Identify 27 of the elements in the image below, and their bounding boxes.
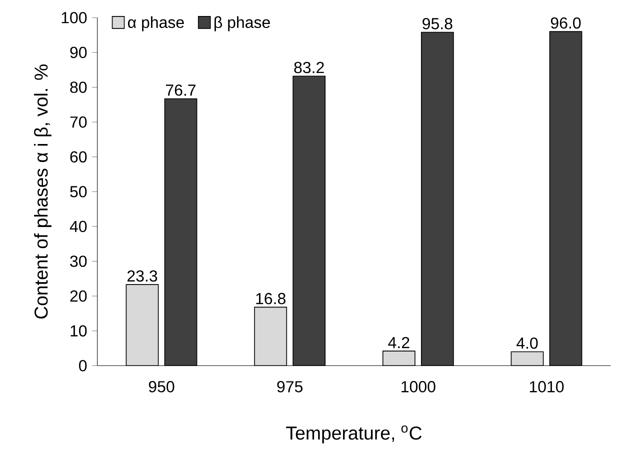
data-label: 4.2: [388, 336, 410, 348]
x-axis-title: Temperature, $^{o}$C: [286, 426, 422, 444]
x-tick-label: 1000: [402, 381, 436, 392]
y-tick-label: 100: [62, 12, 87, 24]
y-tick-label: 40: [70, 220, 87, 232]
y-tick-label: 30: [70, 256, 87, 267]
y-tick-label: 50: [70, 186, 87, 198]
y-axis-title: Content of phases α i β, vol. %: [34, 64, 52, 319]
data-label: 16.8: [256, 292, 286, 304]
y-tick-label: 10: [70, 325, 87, 337]
data-label: 96.0: [550, 17, 581, 29]
y-tick-label: 20: [70, 290, 87, 302]
y-tick-label: 80: [70, 82, 87, 93]
data-label: 83.2: [294, 62, 324, 74]
data-label: 95.8: [422, 18, 452, 30]
y-tick-label: 60: [70, 151, 87, 163]
y-tick-label: 0: [79, 360, 87, 372]
data-label: 23.3: [127, 270, 158, 282]
legend-label: α phase: [128, 16, 184, 32]
x-tick-label: 950: [148, 381, 174, 392]
y-tick-label: 70: [70, 116, 87, 128]
data-label: 76.7: [166, 84, 196, 96]
y-tick-label: 90: [70, 46, 87, 58]
legend-label: β phase: [214, 16, 270, 32]
x-tick-label: 975: [277, 381, 302, 392]
x-tick-label: 1010: [530, 381, 564, 392]
data-label: 4.0: [516, 337, 538, 349]
